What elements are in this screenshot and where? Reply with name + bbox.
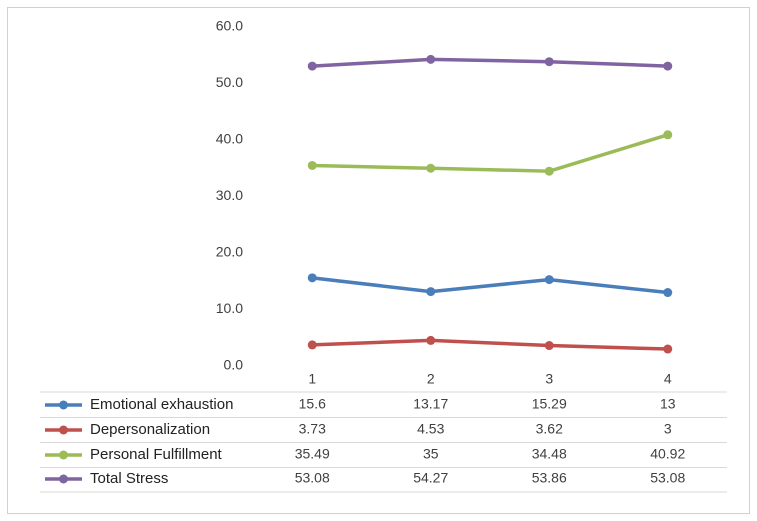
data-point [307,160,317,170]
legend-marker [59,474,68,484]
y-tick-label: 0.0 [224,357,244,373]
series-line [312,133,669,173]
data-point [426,163,436,173]
y-tick-label: 10.0 [216,300,243,316]
data-point [663,288,673,298]
table-value: 3.73 [299,421,326,437]
table-value: 35.49 [295,446,330,462]
x-tick-label: 3 [545,371,553,387]
legend-label: Total Stress [90,470,168,487]
legend-label: Depersonalization [90,421,210,438]
legend-marker [59,400,68,410]
data-point [426,335,436,345]
data-point [426,287,436,297]
series-line [312,276,668,295]
data-point [663,344,673,354]
table-value: 53.08 [295,470,330,486]
table-value: 13.17 [413,396,448,412]
y-tick-label: 30.0 [216,187,243,203]
chart-border [7,7,750,514]
data-point [544,275,554,285]
table-value: 15.29 [532,396,567,412]
data-point [544,341,554,351]
series-line [312,338,668,351]
table-value: 54.27 [413,470,448,486]
table-value: 35 [423,446,439,462]
x-tick-label: 2 [427,371,435,387]
data-point [426,54,436,64]
y-tick-label: 40.0 [216,131,243,147]
data-point [663,130,673,140]
legend-label: Personal Fulfillment [90,446,223,463]
table-value: 53.86 [532,470,567,486]
y-tick-label: 60.0 [216,18,243,34]
table-value: 4.53 [417,421,444,437]
y-tick-label: 20.0 [216,244,243,260]
data-point [307,273,317,283]
legend-label: Emotional exhaustion [90,396,233,413]
legend-marker [59,450,68,460]
data-point [544,57,554,67]
data-point [544,166,554,176]
data-point [307,340,317,350]
table-value: 34.48 [532,446,567,462]
data-point [307,61,317,71]
table-value: 53.08 [650,470,685,486]
y-tick-label: 50.0 [216,74,243,90]
table-value: 15.6 [299,396,326,412]
x-tick-label: 4 [664,371,672,387]
table-value: 13 [660,396,676,412]
table-value: 40.92 [650,446,685,462]
x-tick-label: 1 [308,371,316,387]
table-value: 3 [664,421,672,437]
data-point [663,61,673,71]
table-value: 3.62 [536,421,563,437]
series-line [312,57,668,68]
legend-marker [59,425,68,435]
